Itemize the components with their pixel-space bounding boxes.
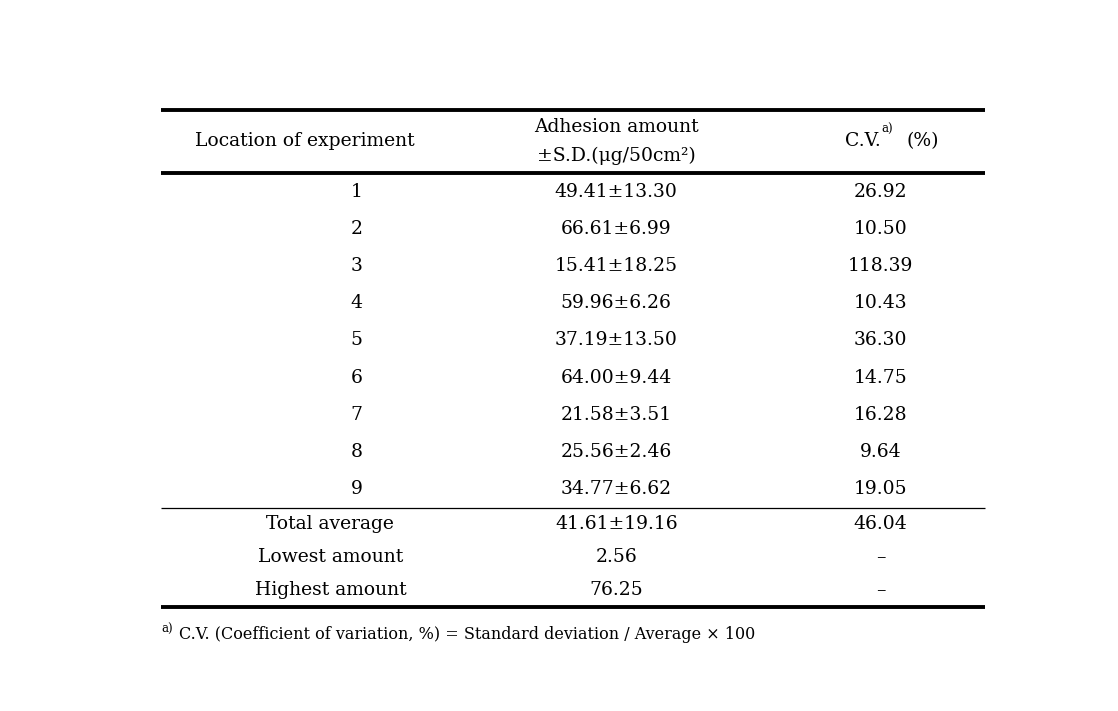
Text: 7: 7 <box>350 406 362 424</box>
Text: 4: 4 <box>350 294 362 312</box>
Text: 6: 6 <box>350 369 362 387</box>
Text: ±S.D.(μg/50cm²): ±S.D.(μg/50cm²) <box>537 146 695 165</box>
Text: 118.39: 118.39 <box>847 257 913 275</box>
Text: 15.41±18.25: 15.41±18.25 <box>555 257 678 275</box>
Text: 26.92: 26.92 <box>854 183 908 201</box>
Text: Adhesion amount: Adhesion amount <box>534 118 699 137</box>
Text: 76.25: 76.25 <box>589 581 643 599</box>
Text: 41.61±19.16: 41.61±19.16 <box>555 515 678 533</box>
Text: 3: 3 <box>350 257 362 275</box>
Text: 14.75: 14.75 <box>854 369 908 387</box>
Text: 8: 8 <box>350 443 362 461</box>
Text: a): a) <box>881 123 893 136</box>
Text: –: – <box>875 548 885 566</box>
Text: C.V.: C.V. <box>845 132 881 151</box>
Text: 1: 1 <box>350 183 362 201</box>
Text: 10.43: 10.43 <box>854 294 908 312</box>
Text: a): a) <box>161 623 173 636</box>
Text: C.V. (Coefficient of variation, %) = Standard deviation / Average × 100: C.V. (Coefficient of variation, %) = Sta… <box>179 626 755 643</box>
Text: 5: 5 <box>350 331 362 349</box>
Text: 46.04: 46.04 <box>854 515 908 533</box>
Text: Total average: Total average <box>266 515 395 533</box>
Text: 19.05: 19.05 <box>854 481 908 498</box>
Text: Lowest amount: Lowest amount <box>258 548 402 566</box>
Text: 36.30: 36.30 <box>854 331 908 349</box>
Text: 10.50: 10.50 <box>854 220 908 237</box>
Text: 21.58±3.51: 21.58±3.51 <box>561 406 672 424</box>
Text: Location of experiment: Location of experiment <box>195 132 414 151</box>
Text: 49.41±13.30: 49.41±13.30 <box>555 183 678 201</box>
Text: 34.77±6.62: 34.77±6.62 <box>561 481 672 498</box>
Text: 25.56±2.46: 25.56±2.46 <box>560 443 672 461</box>
Text: 59.96±6.26: 59.96±6.26 <box>561 294 672 312</box>
Text: –: – <box>875 581 885 599</box>
Text: 66.61±6.99: 66.61±6.99 <box>561 220 672 237</box>
Text: (%): (%) <box>907 132 939 151</box>
Text: 37.19±13.50: 37.19±13.50 <box>555 331 678 349</box>
Text: Highest amount: Highest amount <box>255 581 406 599</box>
Text: 2: 2 <box>350 220 362 237</box>
Text: 16.28: 16.28 <box>854 406 908 424</box>
Text: 2.56: 2.56 <box>596 548 637 566</box>
Text: 64.00±9.44: 64.00±9.44 <box>560 369 672 387</box>
Text: 9.64: 9.64 <box>860 443 901 461</box>
Text: 9: 9 <box>350 481 362 498</box>
